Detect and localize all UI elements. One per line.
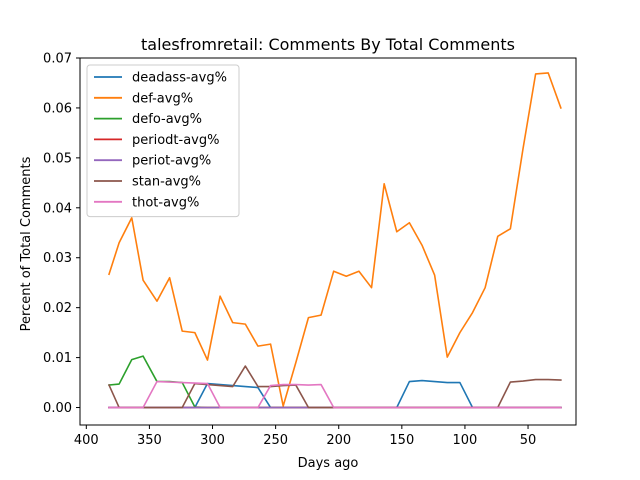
y-tick-label: 0.01 — [43, 351, 72, 366]
legend-label: def-avg% — [132, 91, 193, 106]
legend-label: deadass-avg% — [132, 71, 227, 86]
chart-title: talesfromretail: Comments By Total Comme… — [141, 35, 515, 54]
x-tick-label: 300 — [200, 433, 225, 448]
y-tick-label: 0.07 — [43, 52, 72, 67]
legend: deadass-avg% def-avg% defo-avg% periodt-avg… — [86, 64, 240, 218]
x-tick-label: 100 — [453, 433, 478, 448]
legend-label: stan-avg% — [132, 175, 201, 190]
y-tick-label: 0.06 — [43, 101, 72, 116]
y-tick-label: 0.02 — [43, 301, 72, 316]
y-tick-label: 0.03 — [43, 251, 72, 266]
y-tick-label: 0.05 — [43, 151, 72, 166]
x-tick-label: 150 — [389, 433, 414, 448]
x-tick-label: 400 — [74, 433, 99, 448]
legend-label: periot-avg% — [132, 154, 211, 169]
legend-label: periodt-avg% — [132, 133, 219, 148]
x-axis-label: Days ago — [298, 456, 359, 471]
x-tick-label: 200 — [326, 433, 351, 448]
x-tick-label: 350 — [137, 433, 162, 448]
series-line-def-avg% — [108, 72, 562, 407]
legend-label: defo-avg% — [132, 112, 202, 127]
x-axis: 400 350 300 250 200 150 100 50 — [74, 425, 536, 448]
y-axis-label: Percent of Total Comments — [19, 156, 34, 331]
plot-frame — [79, 57, 577, 426]
x-tick-label: 250 — [263, 433, 288, 448]
legend-label: thot-avg% — [132, 195, 199, 210]
series-line-thot-avg% — [108, 380, 562, 409]
x-tick-label: 50 — [520, 433, 537, 448]
y-axis: 0.00 0.01 0.02 0.03 0.04 0.05 0.06 0.07 — [43, 52, 80, 416]
plot-area — [79, 57, 577, 426]
y-tick-label: 0.04 — [43, 201, 72, 216]
legend-box — [86, 64, 240, 218]
y-tick-label: 0.00 — [43, 401, 72, 416]
